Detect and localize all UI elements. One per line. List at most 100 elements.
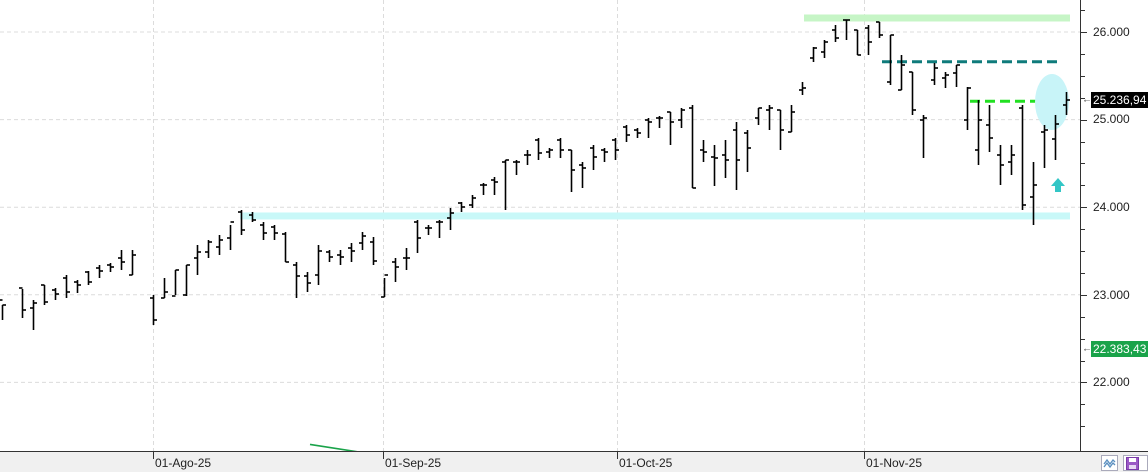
ohlc-bar[interactable] xyxy=(238,210,245,235)
ohlc-bar[interactable] xyxy=(129,250,136,276)
ohlc-bar[interactable] xyxy=(194,245,201,275)
ohlc-bar[interactable] xyxy=(645,118,652,138)
ohlc-bar[interactable] xyxy=(304,272,311,292)
ohlc-bar[interactable] xyxy=(733,122,740,190)
ohlc-bar[interactable] xyxy=(19,287,26,318)
ohlc-bar[interactable] xyxy=(986,105,993,152)
ohlc-bar[interactable] xyxy=(579,162,586,188)
ohlc-bar[interactable] xyxy=(41,284,48,305)
ohlc-bar[interactable] xyxy=(260,222,267,240)
ohlc-bar[interactable] xyxy=(953,64,960,87)
ohlc-bar[interactable] xyxy=(52,288,59,300)
ohlc-bar[interactable] xyxy=(447,208,454,230)
ohlc-bar[interactable] xyxy=(689,105,696,189)
ohlc-bar[interactable] xyxy=(909,71,916,115)
ohlc-bar[interactable] xyxy=(0,299,6,320)
ohlc-bar[interactable] xyxy=(249,212,256,222)
ohlc-bar[interactable] xyxy=(535,138,542,160)
ohlc-bar[interactable] xyxy=(887,34,894,85)
ohlc-bar[interactable] xyxy=(480,183,487,195)
ohlc-bar[interactable] xyxy=(678,108,685,128)
date-axis[interactable]: 01-Ago-25 01-Sep-25 01-Oct-25 01-Nov-25 xyxy=(0,451,1148,472)
ohlc-bar[interactable] xyxy=(634,128,641,138)
ohlc-bar[interactable] xyxy=(282,232,289,263)
ohlc-bar[interactable] xyxy=(392,258,399,282)
ohlc-bar[interactable] xyxy=(557,138,564,158)
ohlc-bar[interactable] xyxy=(1030,162,1037,225)
ohlc-bar[interactable] xyxy=(821,40,828,58)
ohlc-bar[interactable] xyxy=(1019,105,1026,210)
ohlc-bar[interactable] xyxy=(1008,145,1015,175)
ohlc-bar[interactable] xyxy=(491,177,498,195)
ohlc-bar[interactable] xyxy=(271,225,278,240)
ohlc-bar[interactable] xyxy=(1052,115,1059,160)
ohlc-bar[interactable] xyxy=(722,140,729,178)
ohlc-bar[interactable] xyxy=(898,55,905,91)
ohlc-bar[interactable] xyxy=(744,130,751,172)
ohlc-bar[interactable] xyxy=(667,111,674,145)
ohlc-bar[interactable] xyxy=(370,237,377,265)
ohlc-bar[interactable] xyxy=(293,262,300,298)
ohlc-bar[interactable] xyxy=(711,145,718,186)
ohlc-bar[interactable] xyxy=(436,220,443,238)
ohlc-bar[interactable] xyxy=(590,145,597,170)
ohlc-bar[interactable] xyxy=(425,225,432,235)
ohlc-bar[interactable] xyxy=(524,150,531,165)
ohlc-bar[interactable] xyxy=(876,21,883,38)
ohlc-bar[interactable] xyxy=(381,274,388,298)
ohlc-bar[interactable] xyxy=(183,264,190,296)
price-axis[interactable]: 26.000 25.000 24.000 23.000 22.000 ← 25.… xyxy=(1080,0,1148,452)
ohlc-bar[interactable] xyxy=(74,280,81,293)
save-button[interactable] xyxy=(1123,455,1148,471)
up-arrow-icon[interactable] xyxy=(1051,178,1065,192)
ohlc-bar[interactable] xyxy=(502,159,509,210)
ohlc-bar[interactable] xyxy=(30,300,37,330)
ohlc-bar[interactable] xyxy=(403,248,410,270)
ohlc-bar[interactable] xyxy=(96,265,103,278)
ohlc-bar[interactable] xyxy=(997,145,1004,185)
ohlc-bar[interactable] xyxy=(777,109,784,150)
ohlc-bar[interactable] xyxy=(810,47,817,62)
ohlc-bar[interactable] xyxy=(107,263,114,272)
ohlc-bar[interactable] xyxy=(513,160,520,175)
ohlc-bar[interactable] xyxy=(799,82,806,95)
ohlc-bar[interactable] xyxy=(656,116,663,128)
ohlc-bar[interactable] xyxy=(1041,125,1048,168)
ohlc-bar[interactable] xyxy=(975,100,982,165)
ohlc-bar[interactable] xyxy=(63,275,70,298)
ohlc-bar[interactable] xyxy=(118,250,125,270)
ohlc-bar[interactable] xyxy=(843,19,850,40)
ohlc-bar[interactable] xyxy=(359,232,366,250)
ohlc-bar[interactable] xyxy=(150,295,157,325)
ohlc-bar[interactable] xyxy=(700,140,707,162)
ohlc-bar[interactable] xyxy=(326,250,333,262)
ohlc-bar[interactable] xyxy=(227,221,234,250)
ohlc-bar[interactable] xyxy=(205,240,212,258)
ohlc-bar[interactable] xyxy=(920,115,927,158)
ohlc-bar[interactable] xyxy=(931,63,938,85)
ohlc-bar[interactable] xyxy=(612,138,619,160)
highlight-ellipse[interactable] xyxy=(1035,74,1069,130)
ohlc-bar[interactable] xyxy=(854,29,861,56)
ohlc-bar[interactable] xyxy=(216,235,223,255)
ohlc-bar[interactable] xyxy=(832,25,839,42)
ohlc-bar[interactable] xyxy=(788,105,795,133)
ohlc-bar[interactable] xyxy=(546,148,553,158)
ohlc-bar[interactable] xyxy=(623,125,630,142)
ohlc-bar[interactable] xyxy=(1063,92,1070,115)
ohlc-bar[interactable] xyxy=(755,107,762,125)
resistance-top-line[interactable] xyxy=(804,14,1070,22)
ohlc-bar[interactable] xyxy=(469,195,476,208)
ohlc-bar[interactable] xyxy=(172,269,179,297)
ohlc-bar[interactable] xyxy=(337,250,344,265)
support-band-line[interactable] xyxy=(240,212,1070,220)
ohlc-bar[interactable] xyxy=(601,148,608,162)
chart-plot-area[interactable] xyxy=(0,0,1080,452)
ohlc-bar[interactable] xyxy=(964,87,971,130)
ohlc-bar[interactable] xyxy=(766,105,773,130)
ohlc-bar[interactable] xyxy=(942,72,949,88)
ohlc-bar[interactable] xyxy=(414,220,421,253)
ohlc-bar[interactable] xyxy=(161,278,168,299)
ohlc-bar[interactable] xyxy=(85,271,92,285)
indicator-toggle-button[interactable] xyxy=(1101,455,1118,471)
